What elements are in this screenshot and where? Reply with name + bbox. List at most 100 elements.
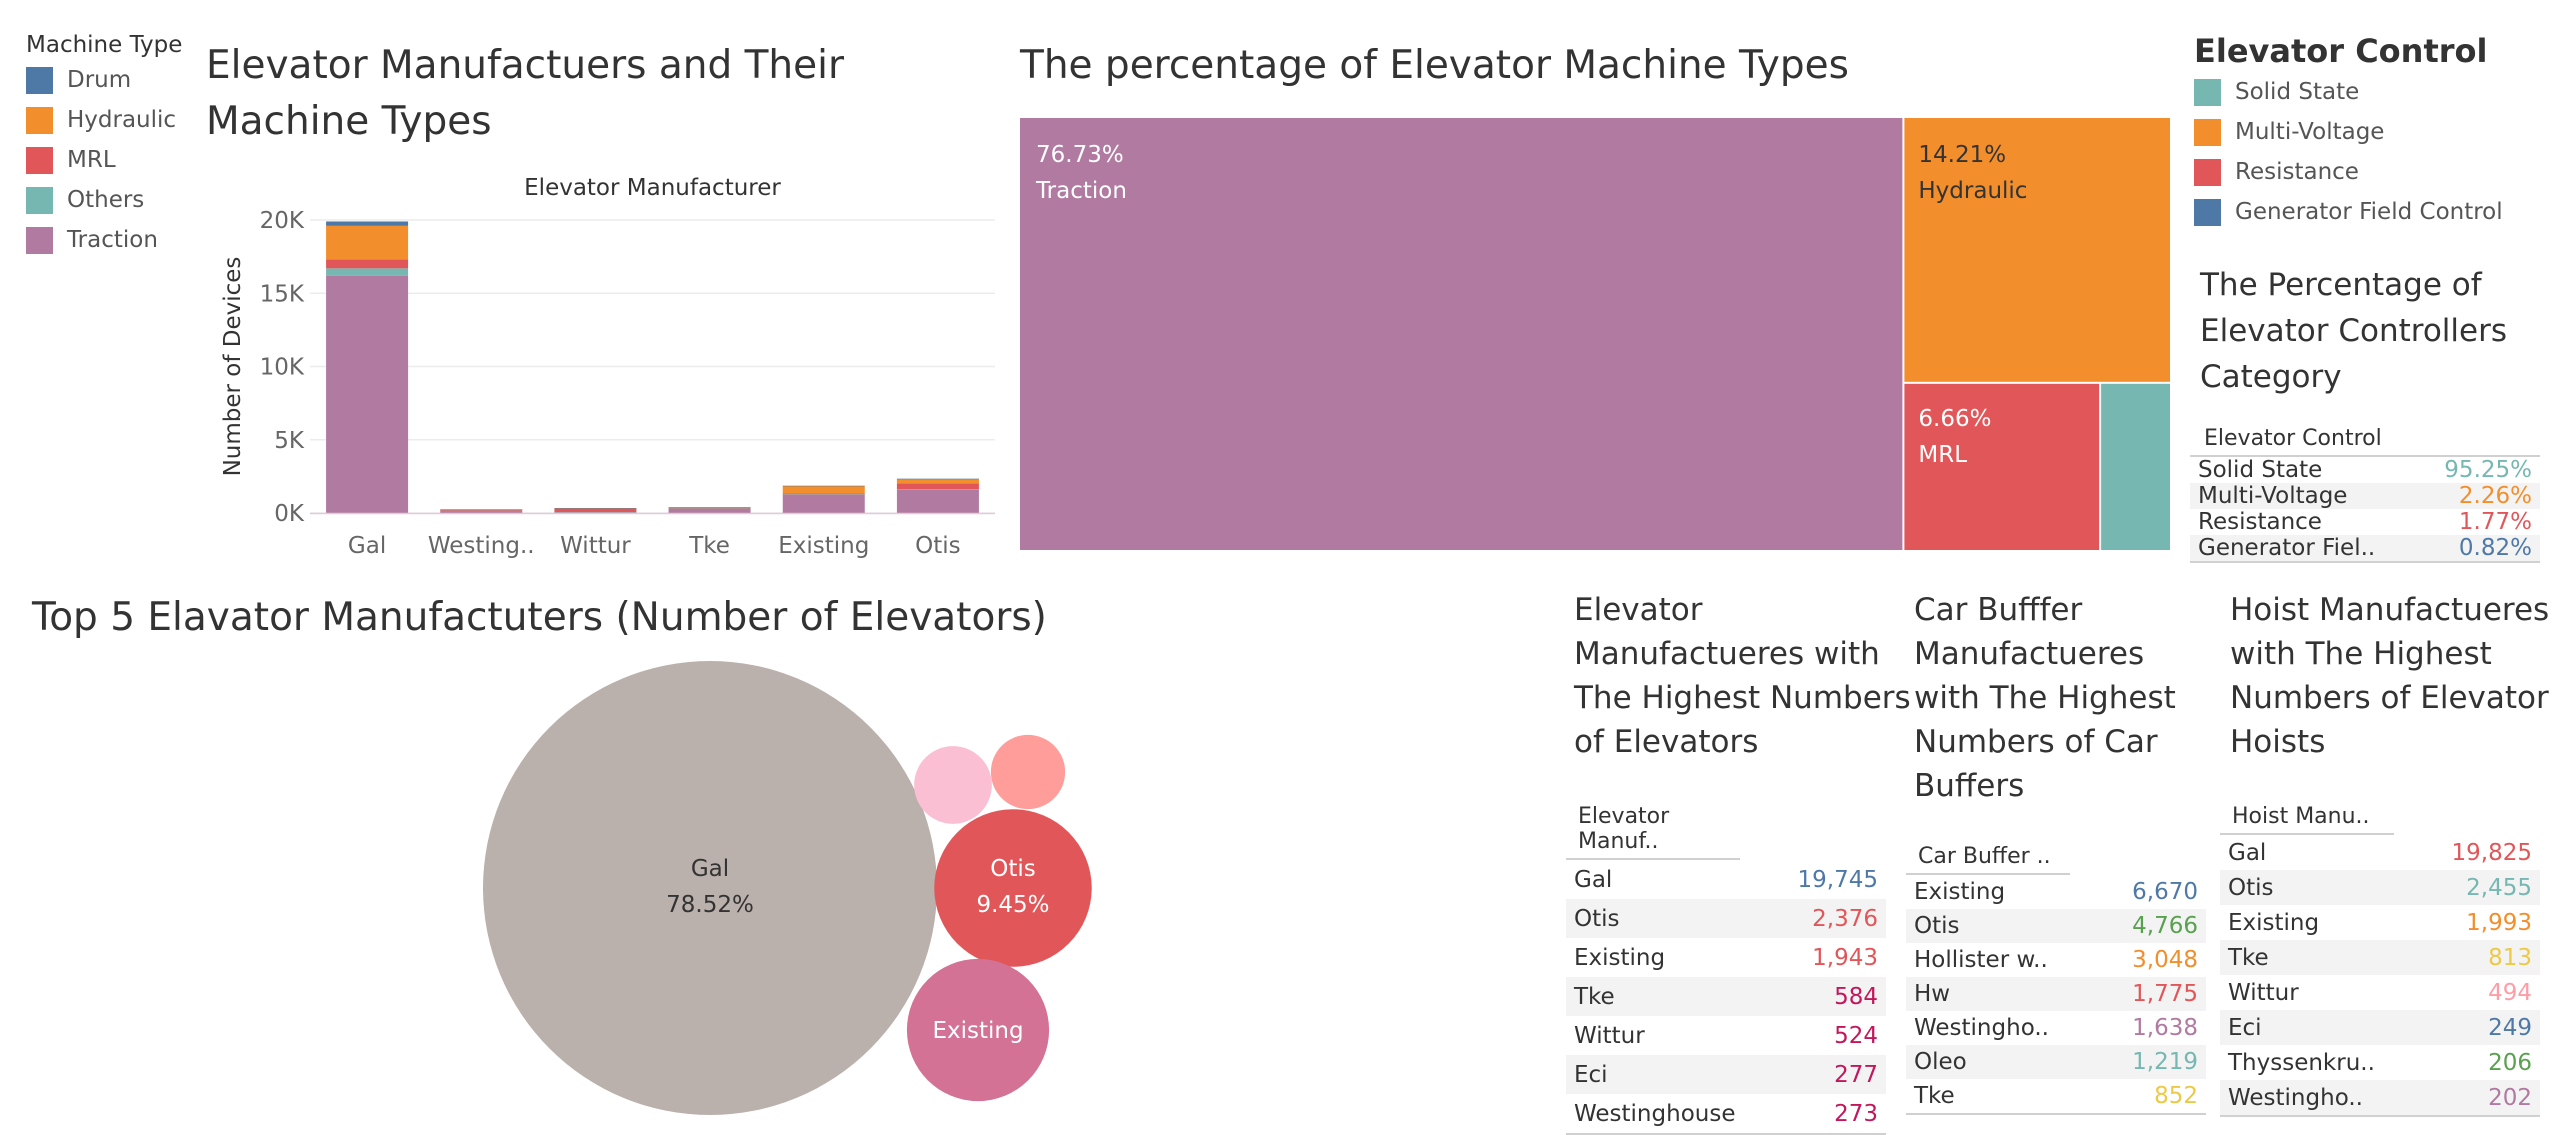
row-value: 4,766 [2100, 909, 2206, 943]
controllers-title-line1: The Percentage of [2200, 267, 2482, 303]
control-legend-item-resistance[interactable]: Resistance [2194, 152, 2503, 192]
y-tick-label: 15K [260, 281, 305, 307]
bar-chart-title-line1: Elevator Manufactuers and Their [206, 43, 845, 88]
control-legend-item-label: Resistance [2235, 159, 2359, 185]
controllers-title: The Percentage of Elevator Controllers C… [2200, 262, 2507, 400]
machine-legend-item-drum[interactable]: Drum [26, 60, 182, 100]
treemap-pct-label: 6.66% [1918, 406, 1991, 432]
table-row: Tke 852 [1906, 1079, 2206, 1114]
row-label: Wittur [2228, 979, 2299, 1006]
machine-legend-item-mrl[interactable]: MRL [26, 140, 182, 180]
row-label: Existing [2228, 909, 2320, 936]
row-value: 852 [2154, 1083, 2198, 1109]
machine-legend-item-label: Drum [67, 67, 132, 93]
row-value: 2,376 [1773, 899, 1886, 938]
row-value: 0.82% [2417, 535, 2540, 562]
table-row: Tke 584 [1566, 977, 1886, 1016]
bar-segment-traction-wittur [554, 512, 637, 513]
row-label: Hw [1906, 977, 2101, 1011]
treemap-cell-hydraulic [1904, 118, 2170, 382]
x-tick-label: Wittur [560, 533, 631, 559]
row-label: Thyssenkru.. [2228, 1049, 2375, 1076]
bar-chart-title: Elevator Manufactuers and Their Machine … [206, 38, 844, 150]
x-axis-title: Elevator Manufacturer [524, 175, 781, 201]
x-tick-label: Tke [688, 533, 730, 559]
row-label: Existing [1574, 944, 1666, 971]
elevator-manufacturers-table: Elevator Manuf.. Gal 19,745 Otis 2,376 Exist… [1566, 802, 1886, 1135]
bar-segment-others-wittur [554, 512, 637, 513]
row-label: Wittur [1574, 1022, 1645, 1049]
bubble-pct-label: 9.45% [976, 892, 1049, 918]
machine-legend-item-swatch [26, 146, 53, 174]
control-legend-title: Elevator Control [2194, 32, 2488, 70]
bar-segment-traction-tke [668, 508, 751, 513]
bar-segment-mrl-westing [440, 509, 523, 511]
bar-segment-mrl-gal [326, 259, 409, 269]
hoist-table-title-line1: Hoist Manufactueres [2230, 592, 2550, 628]
bar-segment-others-westing [440, 510, 523, 512]
bar-segment-drum-existing [782, 485, 865, 487]
control-legend-item-generator-field-control[interactable]: Generator Field Control [2194, 192, 2503, 232]
bar-segment-others-existing [782, 494, 865, 495]
bubble-other-4 [990, 734, 1066, 810]
table-row: Wittur 494 [2220, 975, 2540, 1010]
table-row: Existing 6,670 [1906, 875, 2206, 909]
table-row: Eci 249 [2220, 1010, 2540, 1045]
machine-legend-item-traction[interactable]: Traction [26, 220, 182, 260]
machine-legend-item-label: MRL [67, 147, 116, 173]
controllers-table: Elevator Control Solid State 95.25% Multi-… [2190, 424, 2540, 563]
bar-segment-drum-otis [896, 478, 979, 480]
y-tick-label: 5K [274, 428, 305, 454]
row-value: 1,775 [2100, 977, 2206, 1011]
row-label: Hollister w.. [1914, 947, 2048, 973]
treemap-category-label: MRL [1918, 442, 1967, 468]
row-value: 1,943 [1812, 944, 1878, 971]
control-legend-item-multi-voltage[interactable]: Multi-Voltage [2194, 112, 2503, 152]
controllers-table-header: Elevator Control [2190, 424, 2540, 457]
table-row: Multi-Voltage 2.26% [2190, 483, 2540, 509]
row-value: 19,745 [1797, 866, 1878, 893]
hoist-table-title: Hoist Manufactueres with The Highest Num… [2230, 588, 2549, 764]
x-tick-label: Westing.. [428, 533, 535, 559]
row-label: Gal [1574, 866, 1613, 893]
y-tick-label: 20K [260, 208, 305, 234]
hoist-table-title-line2: with The Highest [2230, 636, 2492, 672]
machine-legend-item-label: Hydraulic [67, 107, 177, 133]
bubble-chart: Gal 78.52% Otis 9.45% Existing [483, 661, 1092, 1115]
y-axis-title: Number of Devices [220, 257, 246, 477]
buffer-table-title-line2: Manufactueres [1914, 636, 2145, 672]
row-label: Westingho.. [2220, 1080, 2421, 1116]
machine-legend-item-label: Traction [67, 227, 158, 253]
bar-segment-traction-gal [326, 275, 409, 513]
row-value: 6,670 [2132, 879, 2198, 905]
bar-segment-drum-gal [326, 221, 409, 226]
bar-segment-mrl-existing [782, 493, 865, 495]
control-legend-item-solid-state[interactable]: Solid State [2194, 72, 2503, 112]
machine-legend-item-label: Others [67, 187, 145, 213]
bar-segment-hydraulic-otis [896, 478, 979, 484]
bubble-chart-title: Top 5 Elavator Manufactuters (Number of … [32, 595, 1047, 640]
bar-segment-hydraulic-existing [782, 485, 865, 494]
row-label: Gal [2228, 839, 2267, 866]
bar-segment-drum-tke [668, 507, 751, 508]
machine-legend-item-hydraulic[interactable]: Hydraulic [26, 100, 182, 140]
table-row: Tke 813 [2220, 940, 2540, 975]
bar-segment-traction-westing [440, 510, 523, 513]
row-label: Eci [2220, 1010, 2421, 1045]
row-value: 3,048 [2132, 947, 2198, 973]
bubble-gal [483, 661, 937, 1115]
row-value: 19,825 [2451, 839, 2532, 866]
row-value: 2,455 [2420, 870, 2540, 905]
hoist-table-header: Hoist Manu.. [2220, 802, 2394, 835]
table-row: Existing 1,993 [2220, 905, 2540, 940]
table-row: Hollister w.. 3,048 [1906, 943, 2206, 977]
machine-legend-item-others[interactable]: Others [26, 180, 182, 220]
controllers-title-line3: Category [2200, 359, 2342, 395]
buffer-table-title-line5: Buffers [1914, 768, 2025, 804]
machine-legend-item-swatch [26, 226, 53, 254]
table-row: Existing 1,943 [1566, 938, 1886, 977]
buffer-table-title-line1: Car Bufffer [1914, 592, 2083, 628]
table-row: Westinghouse 273 [1566, 1094, 1886, 1134]
row-value: 813 [2420, 940, 2540, 975]
row-value: 277 [1773, 1055, 1886, 1094]
